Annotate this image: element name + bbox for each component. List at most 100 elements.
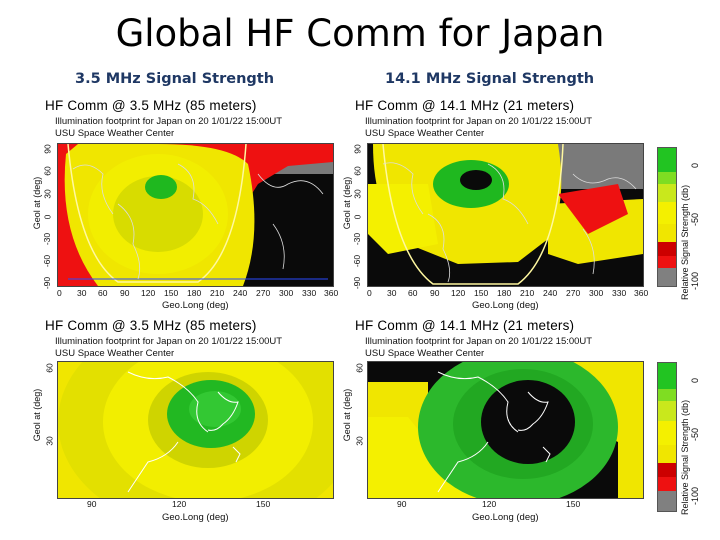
x-tick: 120 bbox=[172, 499, 187, 509]
colorbar-top-labels: Relative Signal Strength (db) 0 -50 -100 bbox=[676, 140, 700, 310]
colorbar-swatch bbox=[658, 491, 676, 511]
y-axis-label: Geol at (deg) bbox=[32, 176, 42, 230]
y-tick: -60 bbox=[42, 254, 53, 268]
x-tick: 330 bbox=[612, 288, 627, 298]
colorbar-swatch bbox=[658, 242, 676, 256]
colorbar-swatch bbox=[658, 421, 676, 445]
plot-credit: USU Space Weather Center bbox=[55, 348, 175, 359]
plot-title: HF Comm @ 14.1 MHz (21 meters) bbox=[355, 318, 575, 333]
x-tick: 0 bbox=[57, 288, 62, 298]
y-tick: 30 bbox=[352, 189, 363, 199]
map-image bbox=[58, 362, 333, 498]
map-image bbox=[368, 144, 643, 286]
colorbar-tick: 0 bbox=[690, 377, 700, 383]
y-tick: -90 bbox=[42, 276, 53, 290]
colorbar-swatch bbox=[658, 268, 676, 286]
x-axis-label: Geo.Long (deg) bbox=[472, 300, 539, 311]
y-axis-label: Geol at (deg) bbox=[32, 388, 42, 442]
panel-3-5mhz-regional: HF Comm @ 3.5 MHz (85 meters) Illuminati… bbox=[32, 318, 387, 533]
y-tick: -30 bbox=[352, 232, 363, 246]
x-tick: 240 bbox=[543, 288, 558, 298]
plot-subtitle: Illumination footprint for Japan on 20 1… bbox=[55, 116, 283, 127]
x-tick: 180 bbox=[187, 288, 202, 298]
plot-subtitle: Illumination footprint for Japan on 20 1… bbox=[365, 336, 593, 347]
y-tick: 90 bbox=[352, 144, 363, 154]
plot-subtitle: Illumination footprint for Japan on 20 1… bbox=[365, 116, 593, 127]
x-tick: 150 bbox=[474, 288, 489, 298]
colorbar-label: Relative Signal Strength (db) bbox=[680, 184, 690, 300]
x-tick: 240 bbox=[233, 288, 248, 298]
y-tick: -90 bbox=[352, 276, 363, 290]
signal-map-regional-14-1mhz bbox=[367, 361, 644, 499]
x-tick: 120 bbox=[482, 499, 497, 509]
y-tick: -30 bbox=[42, 232, 53, 246]
colorbar-bottom bbox=[657, 362, 677, 512]
signal-map-global-14-1mhz bbox=[367, 143, 644, 287]
x-tick: 180 bbox=[497, 288, 512, 298]
colorbar-tick: -100 bbox=[690, 271, 700, 290]
plot-title: HF Comm @ 3.5 MHz (85 meters) bbox=[45, 318, 257, 333]
x-tick: 150 bbox=[164, 288, 179, 298]
x-tick: 270 bbox=[566, 288, 581, 298]
y-tick: 30 bbox=[44, 436, 55, 446]
plot-credit: USU Space Weather Center bbox=[55, 128, 175, 139]
y-tick: 60 bbox=[42, 166, 53, 176]
colorbar-swatch bbox=[658, 256, 676, 268]
colorbar-tick: 0 bbox=[690, 162, 700, 168]
panel-14-1mhz-global: HF Comm @ 14.1 MHz (21 meters) Illuminat… bbox=[342, 98, 697, 313]
x-tick: 120 bbox=[141, 288, 156, 298]
y-tick: 60 bbox=[352, 166, 363, 176]
x-tick: 30 bbox=[387, 288, 397, 298]
y-tick: 0 bbox=[42, 214, 53, 220]
colorbar-label: Relative Signal Strength (db) bbox=[680, 399, 690, 515]
x-axis-label: Geo.Long (deg) bbox=[472, 512, 539, 523]
panel-14-1mhz-regional: HF Comm @ 14.1 MHz (21 meters) Illuminat… bbox=[342, 318, 697, 533]
colorbar-bottom-labels: Relative Signal Strength (db) 0 -50 -100 bbox=[676, 355, 700, 525]
x-tick: 90 bbox=[397, 499, 407, 509]
colorbar-swatch bbox=[658, 477, 676, 491]
colorbar-swatch bbox=[658, 401, 676, 421]
x-tick: 360 bbox=[324, 288, 339, 298]
y-tick: 0 bbox=[352, 214, 363, 220]
y-tick: 30 bbox=[354, 436, 365, 446]
x-tick: 0 bbox=[367, 288, 372, 298]
slide-title: Global HF Comm for Japan bbox=[115, 12, 605, 55]
colorbar-swatch bbox=[658, 202, 676, 224]
y-tick: 90 bbox=[42, 144, 53, 154]
colorbar-swatch bbox=[658, 389, 676, 401]
x-tick: 60 bbox=[98, 288, 108, 298]
y-axis-label: Geol at (deg) bbox=[342, 388, 352, 442]
colorbar-tick: -50 bbox=[690, 427, 700, 441]
map-image bbox=[58, 144, 333, 286]
colorbar-swatch bbox=[658, 172, 676, 184]
y-tick: -60 bbox=[352, 254, 363, 268]
plot-title: HF Comm @ 3.5 MHz (85 meters) bbox=[45, 98, 257, 113]
colorbar-swatch bbox=[658, 445, 676, 463]
x-tick: 270 bbox=[256, 288, 271, 298]
plot-title: HF Comm @ 14.1 MHz (21 meters) bbox=[355, 98, 575, 113]
x-tick: 210 bbox=[520, 288, 535, 298]
x-tick: 90 bbox=[87, 499, 97, 509]
colorbar-tick: -100 bbox=[690, 486, 700, 505]
plot-credit: USU Space Weather Center bbox=[365, 128, 485, 139]
left-column-heading: 3.5 MHz Signal Strength bbox=[75, 71, 275, 87]
x-tick: 60 bbox=[408, 288, 418, 298]
colorbar-swatch bbox=[658, 463, 676, 477]
plot-subtitle: Illumination footprint for Japan on 20 1… bbox=[55, 336, 283, 347]
x-tick: 150 bbox=[566, 499, 581, 509]
panel-3-5mhz-global: HF Comm @ 3.5 MHz (85 meters) Illuminati… bbox=[32, 98, 387, 313]
x-axis-label: Geo.Long (deg) bbox=[162, 512, 229, 523]
y-tick: 60 bbox=[44, 363, 55, 373]
y-axis-label: Geol at (deg) bbox=[342, 176, 352, 230]
x-axis-label: Geo.Long (deg) bbox=[162, 300, 229, 311]
colorbar-top bbox=[657, 147, 677, 287]
x-tick: 30 bbox=[77, 288, 87, 298]
x-tick: 330 bbox=[302, 288, 317, 298]
y-tick: 60 bbox=[354, 363, 365, 373]
colorbar-tick: -50 bbox=[690, 212, 700, 226]
colorbar-swatch bbox=[658, 148, 676, 172]
map-image bbox=[368, 362, 643, 498]
x-tick: 150 bbox=[256, 499, 271, 509]
colorbar-swatch bbox=[658, 184, 676, 202]
signal-map-regional-3-5mhz bbox=[57, 361, 334, 499]
